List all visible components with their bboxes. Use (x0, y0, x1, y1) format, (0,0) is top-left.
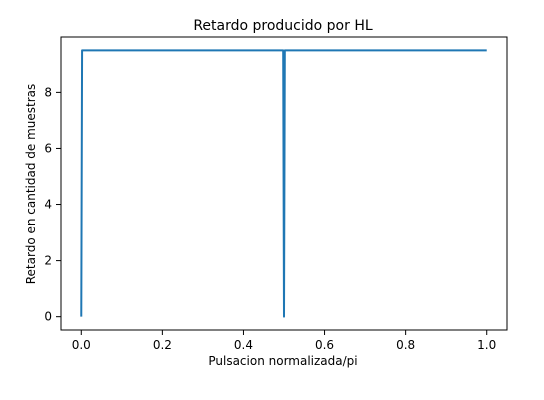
x-tick-label: 0.0 (72, 338, 91, 352)
y-axis-label: Retardo en cantidad de muestras (24, 84, 38, 285)
y-tick-label: 2 (44, 254, 52, 268)
plot-frame (60, 36, 508, 331)
x-axis-label: Pulsacion normalizada/pi (208, 354, 357, 368)
x-tick-label: 0.4 (234, 338, 253, 352)
y-tick-label: 8 (44, 85, 52, 99)
x-tick-label: 1.0 (477, 338, 496, 352)
x-tick-label: 0.6 (315, 338, 334, 352)
y-axis: 0 2 4 6 8 (44, 85, 61, 324)
series-line-0 (80, 49, 487, 318)
x-tick-label: 0.2 (153, 338, 172, 352)
y-tick-label: 4 (44, 198, 52, 212)
y-tick-label: 6 (44, 141, 52, 155)
x-tick-label: 0.8 (396, 338, 415, 352)
y-tick-label: 0 (44, 310, 52, 324)
chart-title: Retardo producido por HL (193, 18, 373, 34)
x-axis: 0.0 0.2 0.4 0.6 0.8 1.0 (72, 330, 496, 352)
plot-area (80, 49, 487, 318)
